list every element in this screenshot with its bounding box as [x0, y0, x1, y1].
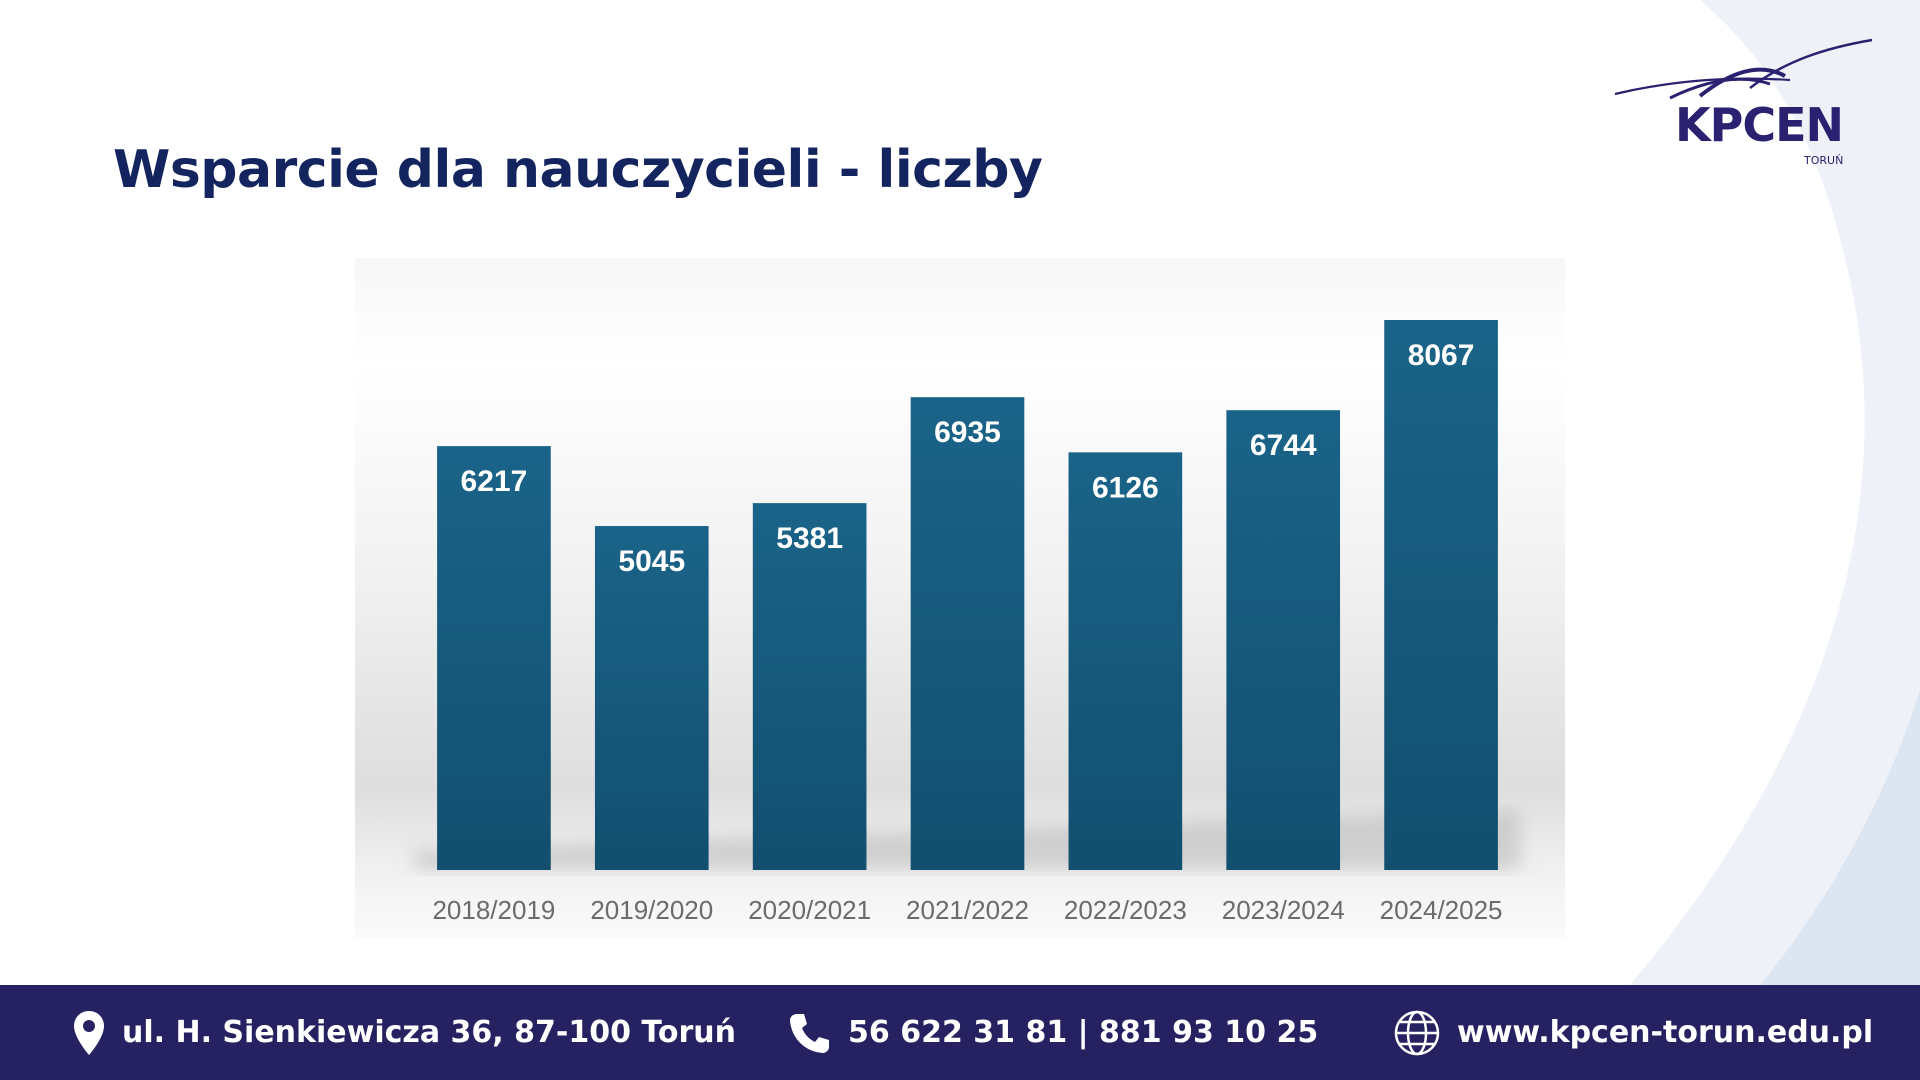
- bar-value-label: 6935: [934, 416, 1001, 449]
- x-tick-label: 2023/2024: [1222, 895, 1345, 925]
- bar-2023/2024: [1226, 410, 1341, 870]
- footer-website: www.kpcen-torun.edu.pl: [1393, 985, 1873, 1080]
- bar-2022/2023: [1068, 452, 1183, 870]
- chart-panel: 6217 2018/2019 5045 2019/2020 5381 2020/2021 6…: [355, 258, 1565, 938]
- bar-2024/2025: [1384, 320, 1498, 870]
- location-pin-icon: [72, 1009, 106, 1057]
- footer-bar: ul. H. Sienkiewicza 36, 87-100 Toruń 56 …: [0, 985, 1920, 1080]
- x-tick-label: 2019/2020: [590, 895, 713, 925]
- x-tick-label: 2024/2025: [1380, 895, 1503, 925]
- bar-value-label: 6126: [1092, 471, 1159, 504]
- phone-text[interactable]: 56 622 31 81 | 881 93 10 25: [848, 1015, 1319, 1050]
- bar-value-label: 5045: [618, 545, 685, 578]
- bar-value-label: 6217: [461, 465, 528, 498]
- x-tick-label: 2020/2021: [748, 895, 871, 925]
- x-tick-label: 2021/2022: [906, 895, 1029, 925]
- footer-phone: 56 622 31 81 | 881 93 10 25: [788, 985, 1318, 1080]
- bar-2019/2020: [594, 526, 709, 870]
- website-link[interactable]: www.kpcen-torun.edu.pl: [1457, 1015, 1874, 1050]
- globe-icon: [1393, 1009, 1441, 1057]
- bar-value-label: 8067: [1408, 339, 1475, 372]
- bar-2018/2019: [437, 446, 551, 870]
- footer-address: ul. H. Sienkiewicza 36, 87-100 Toruń: [72, 985, 736, 1080]
- page-title: Wsparcie dla nauczycieli - liczby: [113, 140, 1043, 200]
- x-tick-label: 2022/2023: [1064, 895, 1187, 925]
- bar-chart: 6217 2018/2019 5045 2019/2020 5381 2020/2021 6…: [415, 320, 1520, 925]
- phone-icon: [788, 1011, 832, 1055]
- logo-city: TORUŃ: [1804, 154, 1844, 167]
- bar-value-label: 6744: [1250, 429, 1317, 462]
- bar-2021/2022: [910, 397, 1025, 870]
- logo-wordmark: KPCEN: [1675, 98, 1844, 152]
- address-text: ul. H. Sienkiewicza 36, 87-100 Toruń: [122, 1015, 736, 1050]
- logo-swoosh-icon: [1614, 38, 1873, 100]
- bar-value-label: 5381: [776, 522, 843, 555]
- bar-2020/2021: [752, 503, 867, 870]
- kpcen-logo: KPCEN TORUŃ: [1610, 36, 1875, 171]
- x-tick-label: 2018/2019: [432, 895, 555, 925]
